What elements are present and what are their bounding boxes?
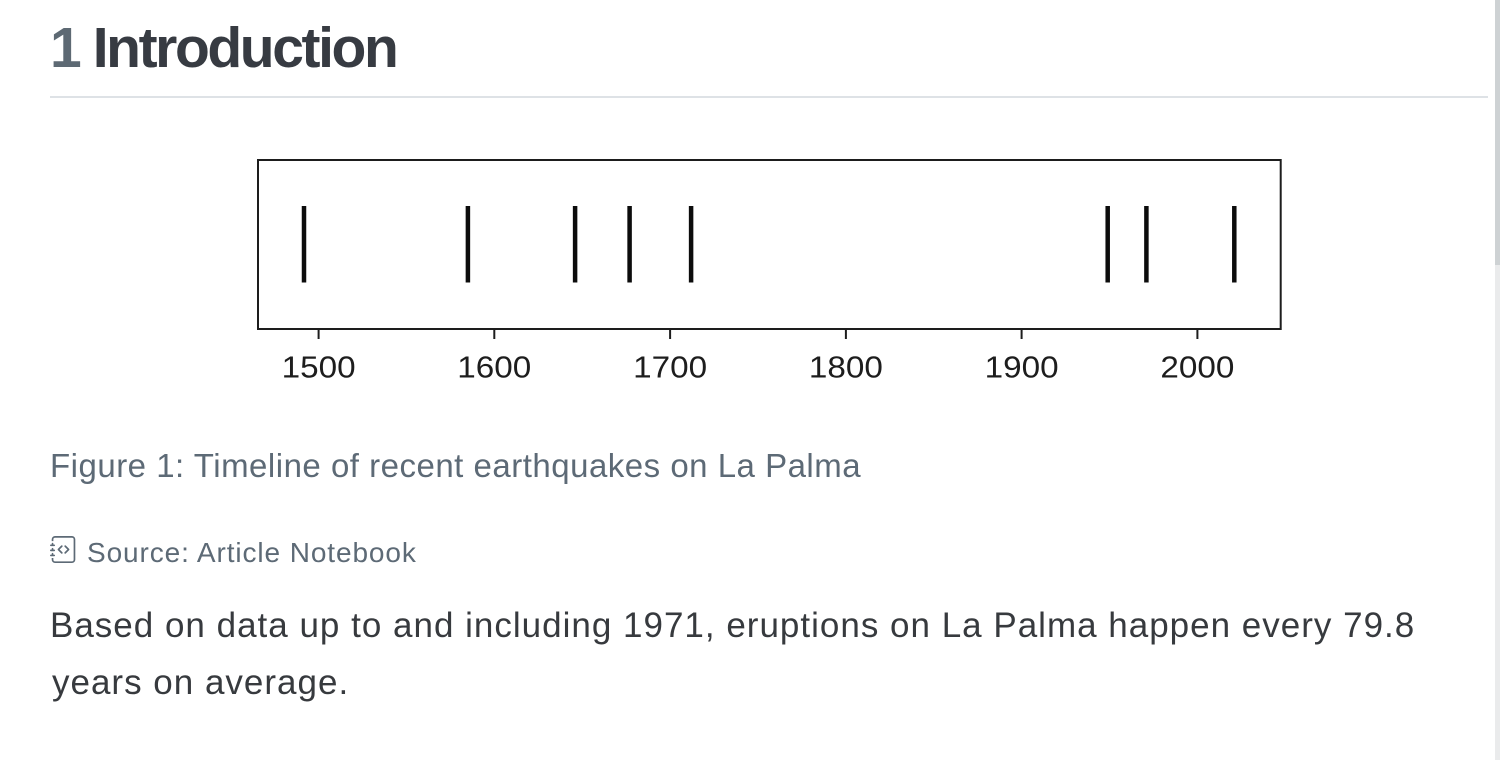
svg-text:1800: 1800	[809, 350, 883, 385]
svg-text:1900: 1900	[985, 350, 1059, 385]
svg-text:1700: 1700	[633, 350, 707, 385]
svg-text:1600: 1600	[457, 350, 531, 385]
svg-text:2000: 2000	[1160, 350, 1234, 385]
svg-text:1500: 1500	[282, 350, 356, 385]
